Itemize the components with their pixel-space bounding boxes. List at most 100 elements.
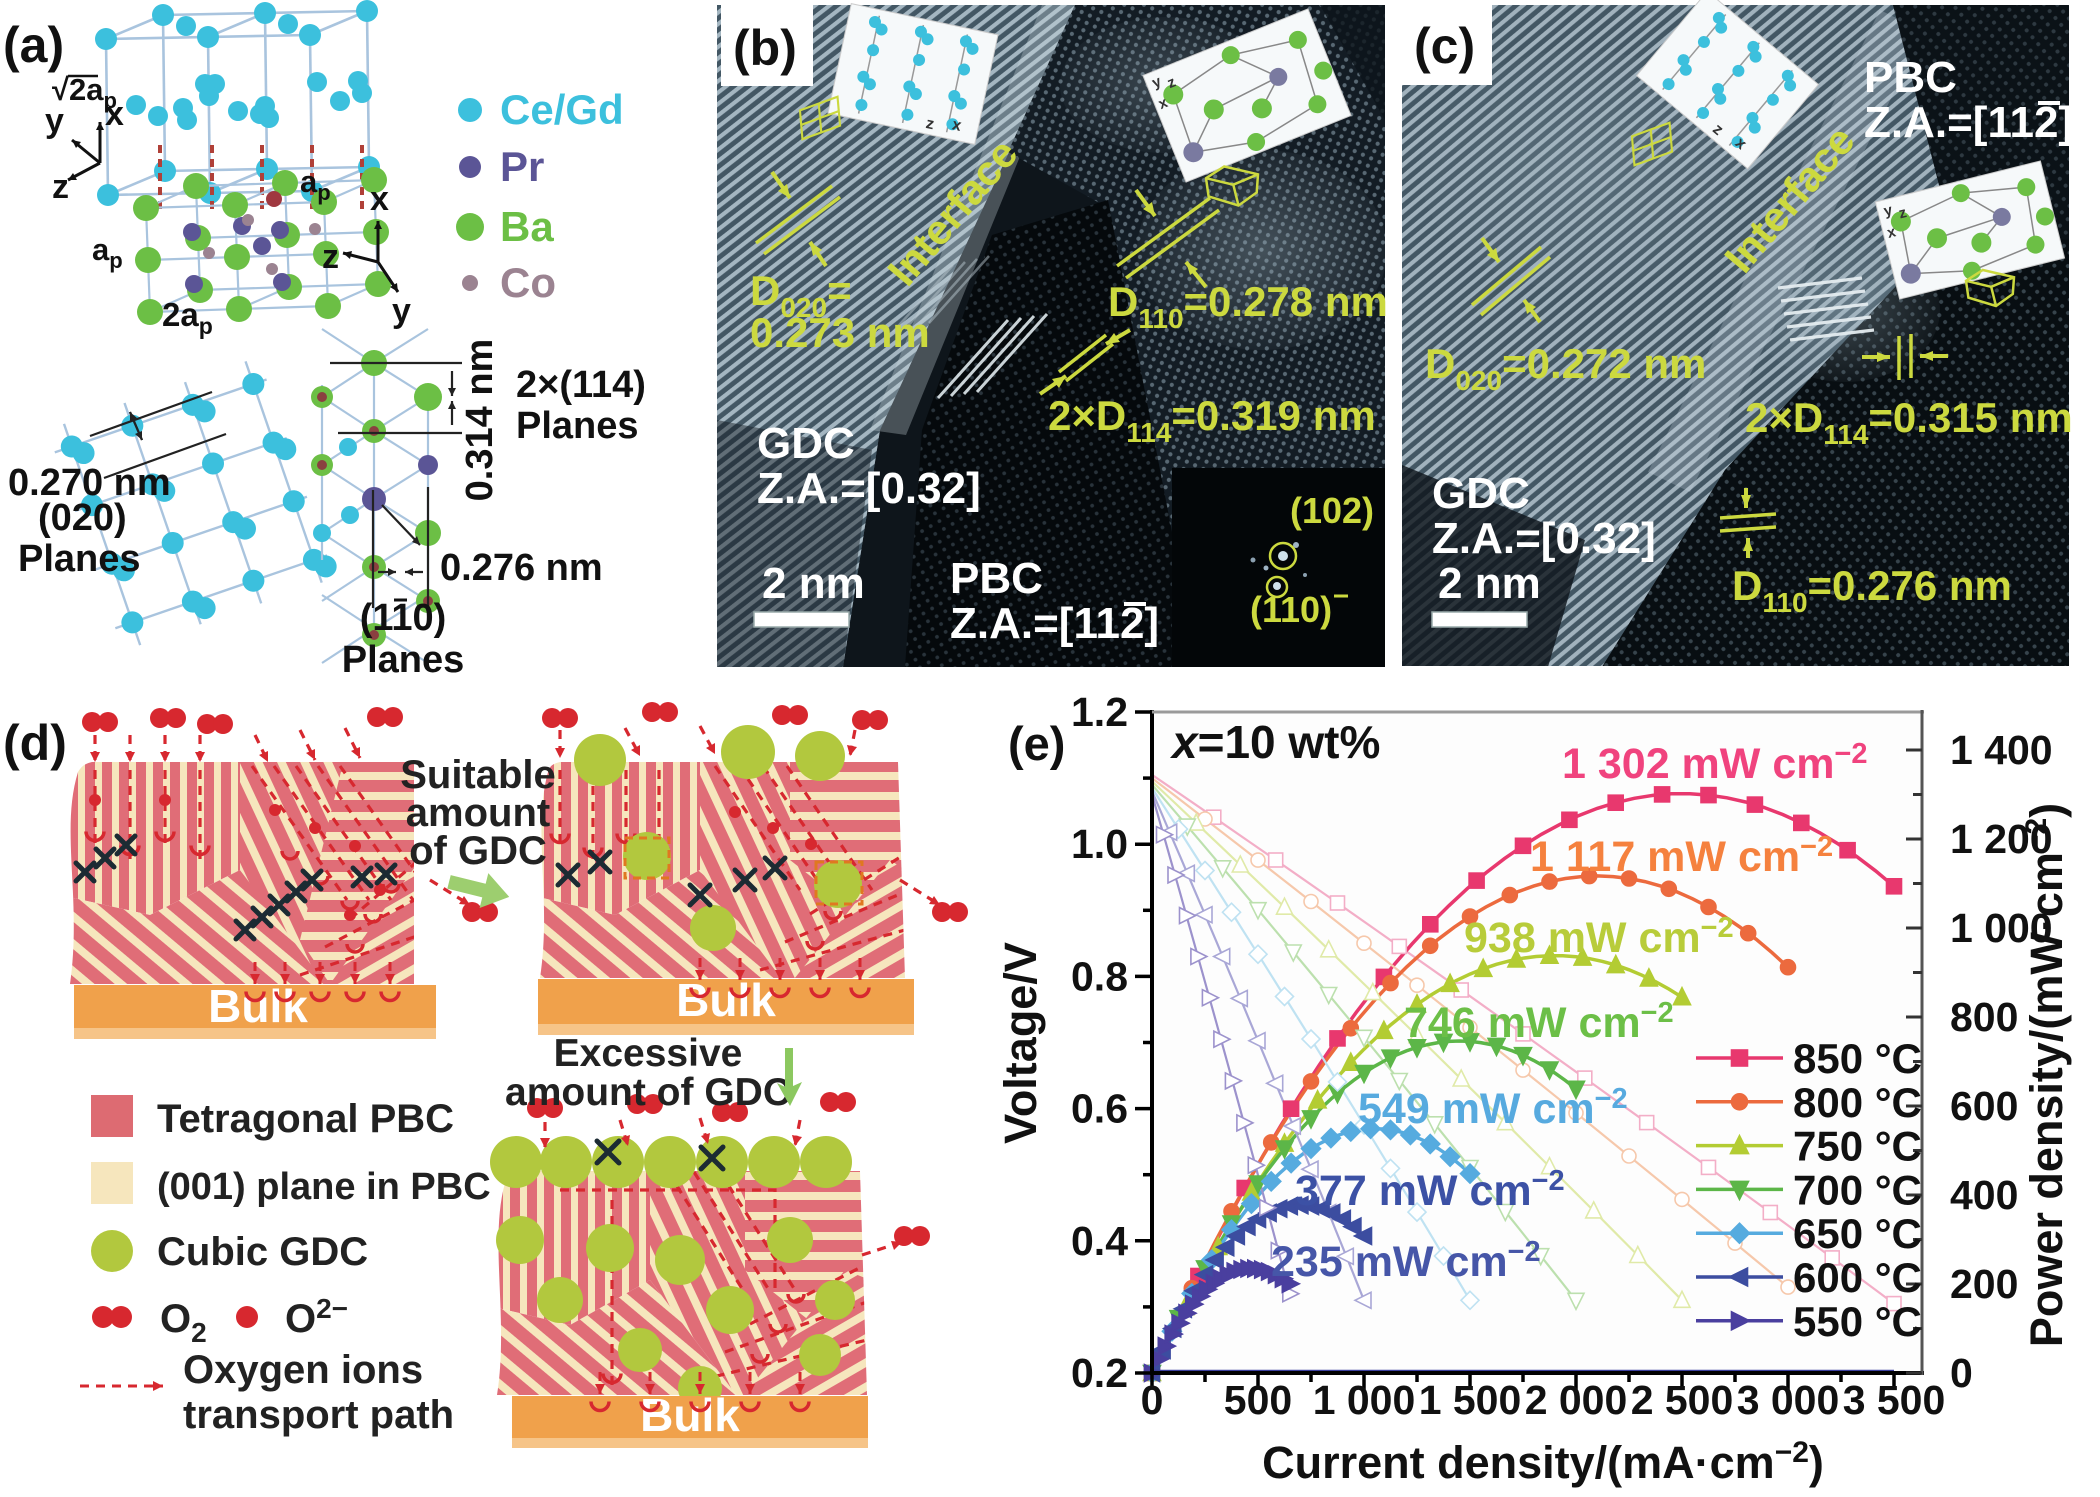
svg-text:235 mW cm−2: 235 mW cm−2 xyxy=(1271,1236,1541,1286)
svg-text:800: 800 xyxy=(1950,994,2018,1040)
svg-text:Excessive: Excessive xyxy=(554,1032,743,1075)
svg-text:746 mW cm−2: 746 mW cm−2 xyxy=(1404,997,1674,1047)
svg-text:y: y xyxy=(392,292,411,330)
svg-text:Tetragonal PBC: Tetragonal PBC xyxy=(157,1097,454,1141)
svg-text:0.314 nm: 0.314 nm xyxy=(459,339,501,502)
svg-text:Bulk: Bulk xyxy=(208,980,308,1032)
svg-text:400: 400 xyxy=(1950,1172,2018,1218)
svg-text:600: 600 xyxy=(1950,1083,2018,1129)
svg-text:(020): (020) xyxy=(38,497,127,539)
svg-text:549 mW cm−2: 549 mW cm−2 xyxy=(1358,1083,1628,1133)
svg-text:500: 500 xyxy=(1224,1377,1292,1423)
svg-text:Current density/(mA·cm−2): Current density/(mA·cm−2) xyxy=(1262,1436,1824,1488)
svg-text:550 °C: 550 °C xyxy=(1793,1298,1922,1345)
svg-text:0.2: 0.2 xyxy=(1071,1350,1128,1396)
svg-text:Z.A.=[112]: Z.A.=[112] xyxy=(1864,98,2073,147)
svg-text:(102): (102) xyxy=(1290,490,1374,531)
svg-text:of GDC: of GDC xyxy=(409,829,547,873)
svg-text:750 °C: 750 °C xyxy=(1793,1123,1922,1170)
svg-text:200: 200 xyxy=(1950,1261,2018,1307)
svg-text:0: 0 xyxy=(1141,1377,1164,1423)
svg-text:amount: amount xyxy=(406,791,550,835)
svg-text:z: z xyxy=(1897,204,1908,222)
svg-text:Z.A.=[0.32]: Z.A.=[0.32] xyxy=(1432,514,1656,563)
svg-text:O2: O2 xyxy=(160,1297,207,1348)
svg-text:amount of GDC: amount of GDC xyxy=(505,1071,791,1114)
svg-text:1 500: 1 500 xyxy=(1419,1377,1522,1423)
svg-text:Pr: Pr xyxy=(500,143,544,190)
svg-text:PBC: PBC xyxy=(950,554,1043,603)
svg-text:650 °C: 650 °C xyxy=(1793,1210,1922,1257)
svg-text:2ap: 2ap xyxy=(162,296,213,339)
svg-text:1 302 mW cm−2: 1 302 mW cm−2 xyxy=(1562,738,1868,788)
svg-text:0.270 nm: 0.270 nm xyxy=(8,462,171,504)
svg-text:Planes: Planes xyxy=(516,405,639,447)
svg-text:700 °C: 700 °C xyxy=(1793,1166,1922,1213)
svg-text:1.0: 1.0 xyxy=(1071,821,1128,867)
svg-text:ap: ap xyxy=(300,164,331,205)
svg-text:D020=0.272 nm: D020=0.272 nm xyxy=(1425,340,1706,396)
svg-text:Co: Co xyxy=(500,259,556,306)
svg-text:O2−: O2− xyxy=(285,1293,348,1341)
svg-text:1 000: 1 000 xyxy=(1313,1377,1416,1423)
svg-text:PBC: PBC xyxy=(1864,53,1957,102)
svg-text:D110=0.276 nm: D110=0.276 nm xyxy=(1732,562,2012,618)
svg-text:Suitable: Suitable xyxy=(400,753,556,797)
svg-text:x: x xyxy=(370,180,389,218)
svg-text:z: z xyxy=(924,115,935,133)
svg-text:Z.A.=[112]: Z.A.=[112] xyxy=(950,599,1159,648)
svg-text:938 mW cm−2: 938 mW cm−2 xyxy=(1464,912,1734,962)
svg-text:Cubic GDC: Cubic GDC xyxy=(157,1230,368,1274)
svg-text:2 nm: 2 nm xyxy=(762,559,865,608)
svg-text:z: z xyxy=(52,168,69,206)
svg-text:(d): (d) xyxy=(3,715,67,771)
svg-text:Power density/(mW·cm−2): Power density/(mW·cm−2) xyxy=(2020,803,2072,1347)
svg-text:GDC: GDC xyxy=(1432,469,1530,518)
svg-text:0.276 nm: 0.276 nm xyxy=(440,547,603,589)
svg-text:Bulk: Bulk xyxy=(676,974,776,1026)
svg-text:2 nm: 2 nm xyxy=(1438,559,1541,608)
svg-text:3 500: 3 500 xyxy=(1843,1377,1946,1423)
svg-text:Bulk: Bulk xyxy=(640,1389,740,1441)
svg-text:x: x xyxy=(951,116,963,134)
svg-text:Planes: Planes xyxy=(18,538,141,580)
svg-text:1 117 mW cm−2: 1 117 mW cm−2 xyxy=(1530,831,1833,881)
svg-text:(001) plane in PBC: (001) plane in PBC xyxy=(157,1166,491,1208)
svg-text:Voltage/V: Voltage/V xyxy=(995,942,1046,1144)
svg-text:0.273 nm: 0.273 nm xyxy=(750,309,930,356)
svg-text:0: 0 xyxy=(1950,1350,1973,1396)
svg-text:3 000: 3 000 xyxy=(1737,1377,1840,1423)
svg-text:(110): (110) xyxy=(1250,589,1332,630)
svg-text:(b): (b) xyxy=(733,20,797,76)
svg-text:377 mW cm−2: 377 mW cm−2 xyxy=(1295,1165,1565,1215)
svg-text:Ba: Ba xyxy=(500,203,554,250)
svg-text:2 000: 2 000 xyxy=(1525,1377,1628,1423)
svg-text:Planes: Planes xyxy=(342,639,465,681)
svg-text:1.2: 1.2 xyxy=(1071,689,1128,735)
svg-text:D020=: D020= xyxy=(750,267,852,323)
svg-text:800 °C: 800 °C xyxy=(1793,1079,1922,1126)
svg-text:ap: ap xyxy=(92,232,123,273)
svg-text:(110): (110) xyxy=(360,597,447,639)
svg-text:1 200: 1 200 xyxy=(1950,816,2053,862)
svg-text:2×D114=0.319 nm: 2×D114=0.319 nm xyxy=(1048,392,1376,448)
svg-text:x: x xyxy=(105,95,124,133)
svg-text:600 °C: 600 °C xyxy=(1793,1254,1922,1301)
svg-text:z: z xyxy=(322,238,339,276)
svg-text:850 °C: 850 °C xyxy=(1793,1035,1922,1082)
svg-text:(e): (e) xyxy=(1008,717,1065,770)
svg-text:1 400: 1 400 xyxy=(1950,727,2053,773)
svg-text:Oxygen ions: Oxygen ions xyxy=(183,1348,423,1392)
svg-text:2×D114=0.315 nm: 2×D114=0.315 nm xyxy=(1745,394,2073,450)
svg-text:2×(114): 2×(114) xyxy=(516,364,646,406)
svg-text:(a): (a) xyxy=(3,17,64,73)
svg-text:2 500: 2 500 xyxy=(1631,1377,1734,1423)
svg-text:y: y xyxy=(45,102,64,140)
svg-text:Z.A.=[0.32]: Z.A.=[0.32] xyxy=(757,464,981,513)
svg-text:Ce/Gd: Ce/Gd xyxy=(500,86,624,133)
svg-text:1 000: 1 000 xyxy=(1950,905,2053,951)
svg-text:0.6: 0.6 xyxy=(1071,1086,1128,1132)
svg-text:0.4: 0.4 xyxy=(1071,1218,1128,1264)
svg-text:GDC: GDC xyxy=(757,419,855,468)
svg-text:x=10 wt%: x=10 wt% xyxy=(1169,716,1380,768)
